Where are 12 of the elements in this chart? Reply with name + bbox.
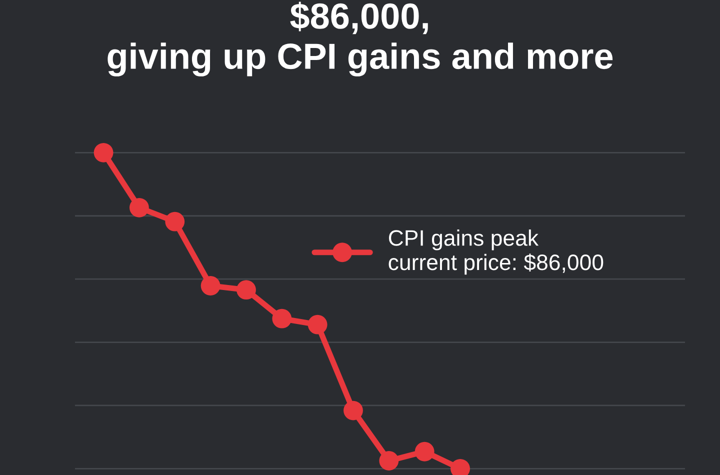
legend-label: CPI gains peak current price: $86,000 — [388, 230, 604, 275]
point — [414, 442, 434, 462]
point — [344, 400, 363, 420]
point — [165, 212, 185, 232]
point — [94, 142, 114, 162]
point — [272, 308, 292, 328]
point — [200, 276, 220, 296]
point — [236, 280, 256, 300]
chart-title: $86,000, giving up CPI gains and more — [108, 2, 613, 76]
point — [129, 198, 149, 218]
point — [308, 314, 328, 334]
point — [379, 451, 399, 471]
